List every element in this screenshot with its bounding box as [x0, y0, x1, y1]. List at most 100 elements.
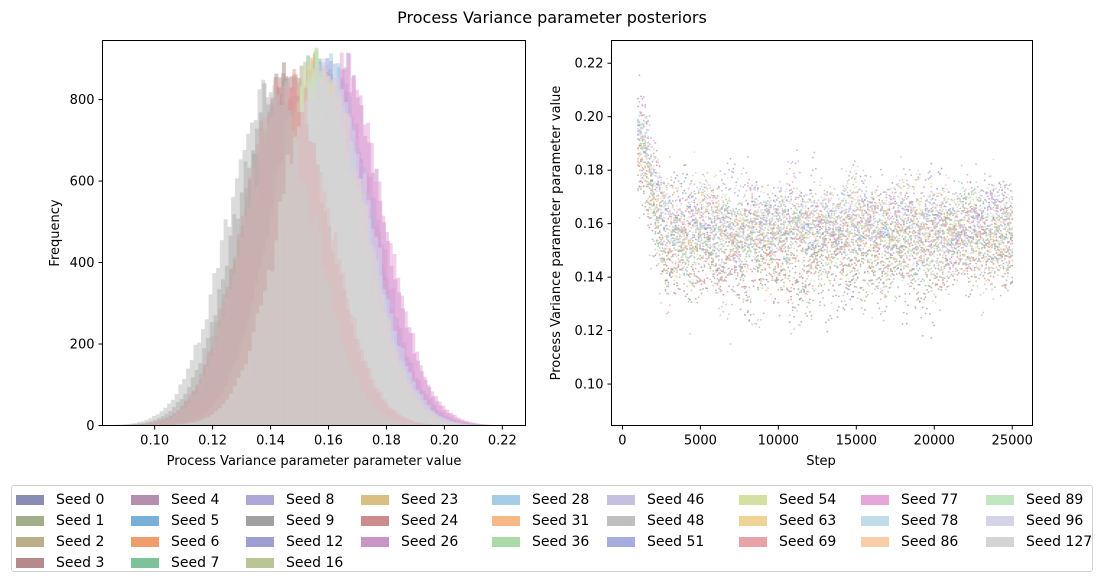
trace-point — [650, 180, 652, 183]
trace-point — [788, 184, 791, 187]
trace-point — [746, 311, 749, 314]
trace-point — [940, 224, 943, 227]
trace-point — [787, 208, 790, 211]
trace-point — [663, 263, 665, 266]
trace-point — [934, 206, 937, 209]
trace-point — [742, 279, 745, 282]
trace-point — [713, 217, 716, 220]
trace-point — [824, 206, 827, 209]
trace-point — [1001, 193, 1004, 195]
histogram-bar — [300, 104, 305, 426]
trace-point — [804, 248, 807, 251]
trace-point — [939, 204, 941, 207]
trace-point — [982, 202, 985, 205]
trace-point — [885, 279, 888, 282]
trace-point — [959, 207, 962, 210]
trace-point — [928, 214, 931, 217]
trace-point — [692, 236, 694, 239]
trace-point — [749, 213, 752, 215]
trace-point — [796, 217, 798, 220]
trace-point — [768, 196, 771, 199]
trace-point — [973, 266, 976, 269]
trace-point — [885, 223, 888, 226]
trace-point — [897, 230, 899, 233]
trace-point — [901, 227, 904, 230]
trace-point — [835, 245, 837, 248]
trace-point — [642, 168, 645, 171]
histogram-bar — [458, 423, 463, 426]
trace-point — [934, 275, 937, 277]
trace-point — [836, 239, 839, 241]
trace-point — [855, 286, 858, 288]
trace-point — [700, 292, 703, 295]
trace-point — [875, 244, 878, 246]
trace-point — [718, 228, 720, 231]
trace-point — [749, 220, 752, 223]
trace-point — [902, 248, 905, 251]
histogram-bar — [263, 291, 267, 426]
trace-point — [752, 285, 755, 287]
trace-point — [973, 276, 976, 278]
trace-point — [706, 194, 709, 196]
trace-point — [719, 234, 722, 237]
trace-point — [965, 226, 967, 229]
trace-point — [811, 233, 814, 236]
trace-point — [793, 172, 795, 175]
trace-point — [732, 171, 735, 174]
trace-point — [992, 218, 995, 221]
trace-point — [926, 215, 928, 218]
trace-point — [941, 187, 944, 190]
trace-point — [933, 202, 936, 204]
trace-point — [1004, 212, 1006, 214]
trace-point — [907, 205, 910, 208]
trace-point — [911, 244, 914, 247]
trace-point — [707, 236, 710, 239]
histogram-bar — [440, 419, 444, 426]
trace-point — [917, 220, 920, 223]
trace-point — [892, 245, 895, 248]
trace-point — [722, 265, 725, 268]
trace-point — [744, 245, 746, 247]
histogram-bar — [204, 319, 209, 426]
trace-point — [855, 249, 858, 252]
trace-point — [962, 249, 964, 252]
trace-point — [939, 309, 941, 312]
trace-point — [684, 176, 687, 179]
x-tick-label: 0.10 — [140, 434, 169, 449]
trace-point — [725, 226, 728, 228]
trace-point — [992, 257, 995, 260]
trace-point — [677, 214, 680, 217]
trace-point — [814, 251, 817, 254]
trace-point — [988, 272, 991, 275]
trace-point — [943, 236, 946, 239]
trace-point — [819, 228, 821, 231]
trace-point — [809, 198, 811, 201]
trace-point — [670, 179, 673, 181]
histogram-bar — [170, 399, 175, 426]
trace-point — [735, 181, 738, 184]
histogram-bar — [411, 333, 416, 426]
trace-point — [871, 270, 873, 273]
trace-point — [985, 219, 988, 222]
trace-point — [991, 282, 993, 285]
trace-point — [930, 273, 933, 276]
trace-point — [728, 216, 730, 219]
trace-point — [693, 261, 696, 264]
trace-point — [810, 314, 813, 317]
trace-point — [817, 285, 820, 288]
trace-point — [842, 234, 845, 237]
trace-point — [738, 250, 741, 253]
trace-point — [641, 204, 644, 207]
trace-point — [787, 277, 790, 280]
trace-point — [664, 251, 667, 254]
trace-point — [833, 264, 836, 267]
trace-point — [989, 236, 992, 238]
trace-point — [806, 315, 808, 317]
trace-point — [640, 142, 642, 145]
trace-point — [995, 210, 998, 212]
trace-point — [689, 280, 691, 283]
trace-point — [654, 230, 657, 233]
trace-point — [963, 273, 966, 275]
trace-point — [988, 183, 991, 186]
